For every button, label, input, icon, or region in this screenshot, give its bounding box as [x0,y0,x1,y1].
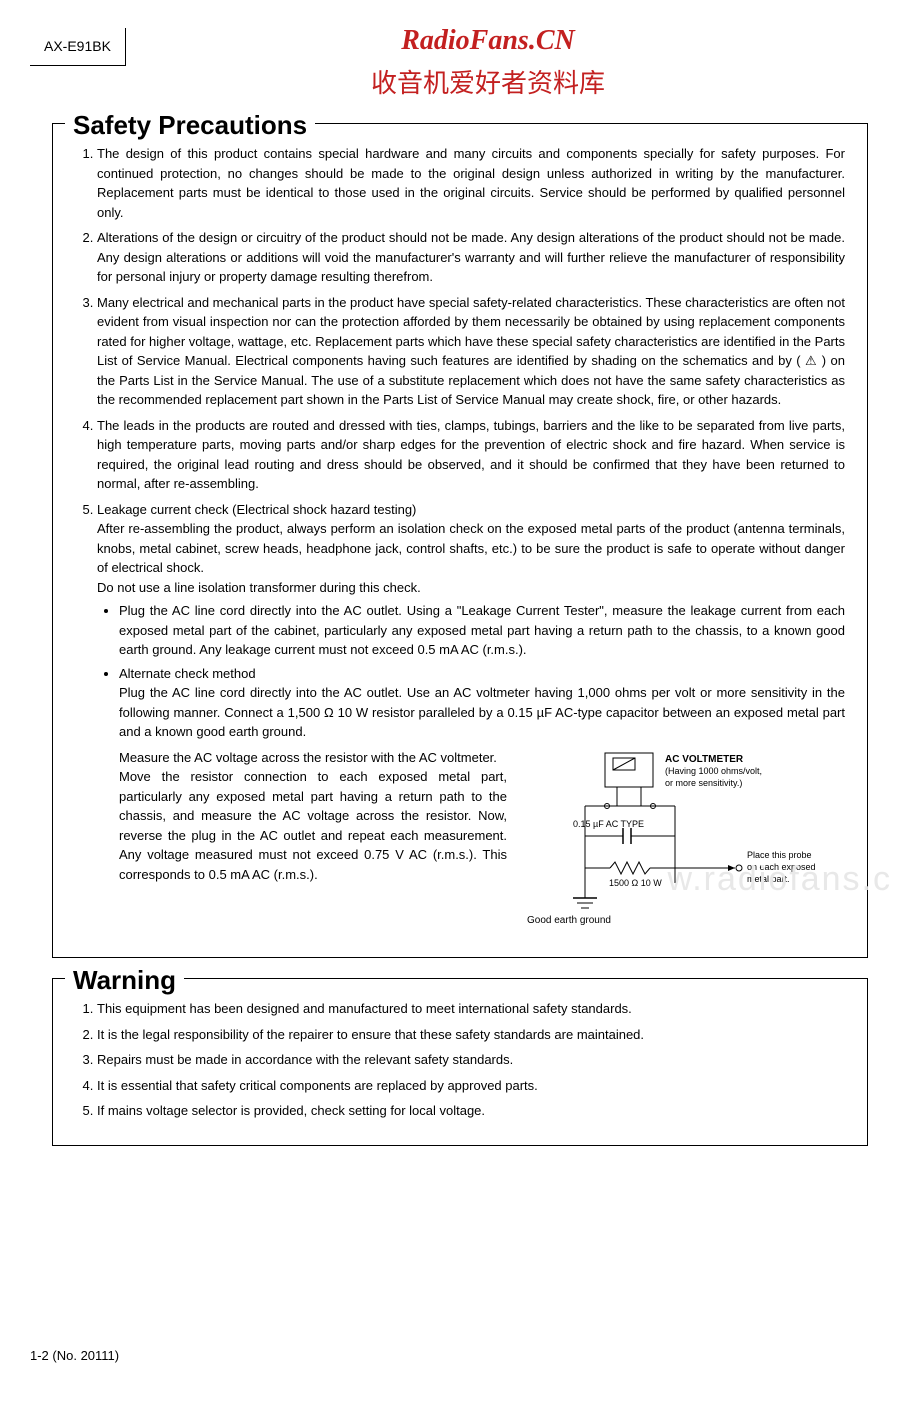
safety-list: The design of this product contains spec… [75,144,845,933]
warning-item-5: If mains voltage selector is provided, c… [97,1101,845,1121]
safety-item-5-bullet-2: Alternate check method Plug the AC line … [119,664,845,934]
svg-text:Place this probe: Place this probe [747,850,812,860]
safety-item-5-p1: After re-assembling the product, always … [97,521,845,575]
circuit-svg: AC VOLTMETER (Having 1000 ohms/volt, or … [525,748,845,928]
safety-item-5-intro: Leakage current check (Electrical shock … [97,502,416,517]
res-label: 1500 Ω 10 W [609,878,662,888]
page-footer: 1-2 (No. 20111) [30,1346,890,1366]
safety-title: Safety Precautions [65,106,315,145]
safety-item-5-bullet-1: Plug the AC line cord directly into the … [119,601,845,660]
warning-title: Warning [65,961,184,1000]
safety-item-5-bullets: Plug the AC line cord directly into the … [97,601,845,933]
voltmeter-title: AC VOLTMETER [665,754,744,765]
warning-item-1: This equipment has been designed and man… [97,999,845,1019]
watermark-chinese: 收音机爱好者资料库 [186,64,790,103]
model-number-box: AX-E91BK [30,28,126,66]
warning-item-4: It is essential that safety critical com… [97,1076,845,1096]
safety-item-5-p2: Do not use a line isolation transformer … [97,580,421,595]
measure-text: Measure the AC voltage across the resist… [119,748,507,934]
cap-label: 0.15 µF AC TYPE [573,819,644,829]
voltmeter-sub-2: or more sensitivity.) [665,778,742,788]
watermark-english: RadioFans.CN [186,20,790,62]
warning-box: Warning This equipment has been designed… [52,978,868,1146]
alt-check-title: Alternate check method [119,666,256,681]
alt-check-p: Plug the AC line cord directly into the … [119,685,845,739]
page-header: AX-E91BK RadioFans.CN 收音机爱好者资料库 [30,20,890,103]
model-number: AX-E91BK [44,38,111,54]
circuit-diagram: AC VOLTMETER (Having 1000 ohms/volt, or … [525,748,845,934]
warning-item-2: It is the legal responsibility of the re… [97,1025,845,1045]
warning-item-3: Repairs must be made in accordance with … [97,1050,845,1070]
safety-item-2: Alterations of the design or circuitry o… [97,228,845,287]
watermark-block: RadioFans.CN 收音机爱好者资料库 [186,20,890,103]
svg-text:on each exposed: on each exposed [747,862,816,872]
svg-text:metal part.: metal part. [747,874,790,884]
voltmeter-sub-1: (Having 1000 ohms/volt, [665,766,762,776]
warning-list: This equipment has been designed and man… [75,999,845,1121]
safety-item-5: Leakage current check (Electrical shock … [97,500,845,934]
safety-precautions-box: Safety Precautions The design of this pr… [52,123,868,958]
measure-row: Measure the AC voltage across the resist… [119,748,845,934]
safety-item-3: Many electrical and mechanical parts in … [97,293,845,410]
safety-item-4: The leads in the products are routed and… [97,416,845,494]
ground-label: Good earth ground [527,915,611,926]
safety-item-1: The design of this product contains spec… [97,144,845,222]
